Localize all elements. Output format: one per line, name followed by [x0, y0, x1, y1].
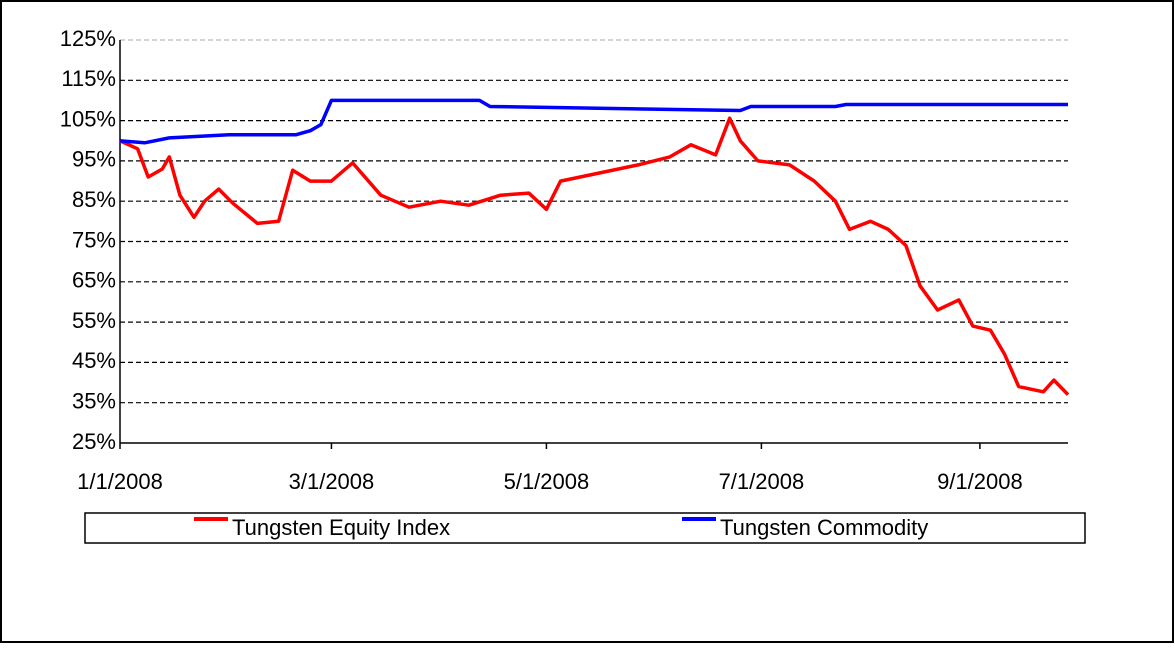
y-tick-label: 35%	[72, 389, 116, 414]
y-tick-label: 125%	[60, 26, 116, 51]
x-tick-label: 5/1/2008	[504, 469, 590, 494]
y-tick-label: 75%	[72, 227, 116, 252]
legend-label: Tungsten Commodity	[720, 515, 928, 540]
y-tick-label: 115%	[61, 66, 116, 91]
y-tick-label: 85%	[72, 187, 116, 212]
x-tick-label: 3/1/2008	[289, 469, 375, 494]
legend-label: Tungsten Equity Index	[232, 515, 450, 540]
series-line	[119, 98, 1068, 145]
y-tick-label: 95%	[72, 147, 116, 172]
legend-box	[84, 512, 1086, 544]
y-tick-label: 65%	[72, 268, 116, 293]
x-tick-label: 1/1/2008	[77, 469, 163, 494]
y-tick-label: 25%	[72, 429, 116, 454]
x-tick-label: 9/1/2008	[937, 469, 1023, 494]
y-tick-label: 45%	[72, 348, 116, 373]
y-tick-label: 55%	[72, 308, 116, 333]
series-line	[119, 116, 1070, 396]
x-tick-label: 7/1/2008	[719, 469, 805, 494]
y-tick-label: 105%	[60, 106, 116, 131]
